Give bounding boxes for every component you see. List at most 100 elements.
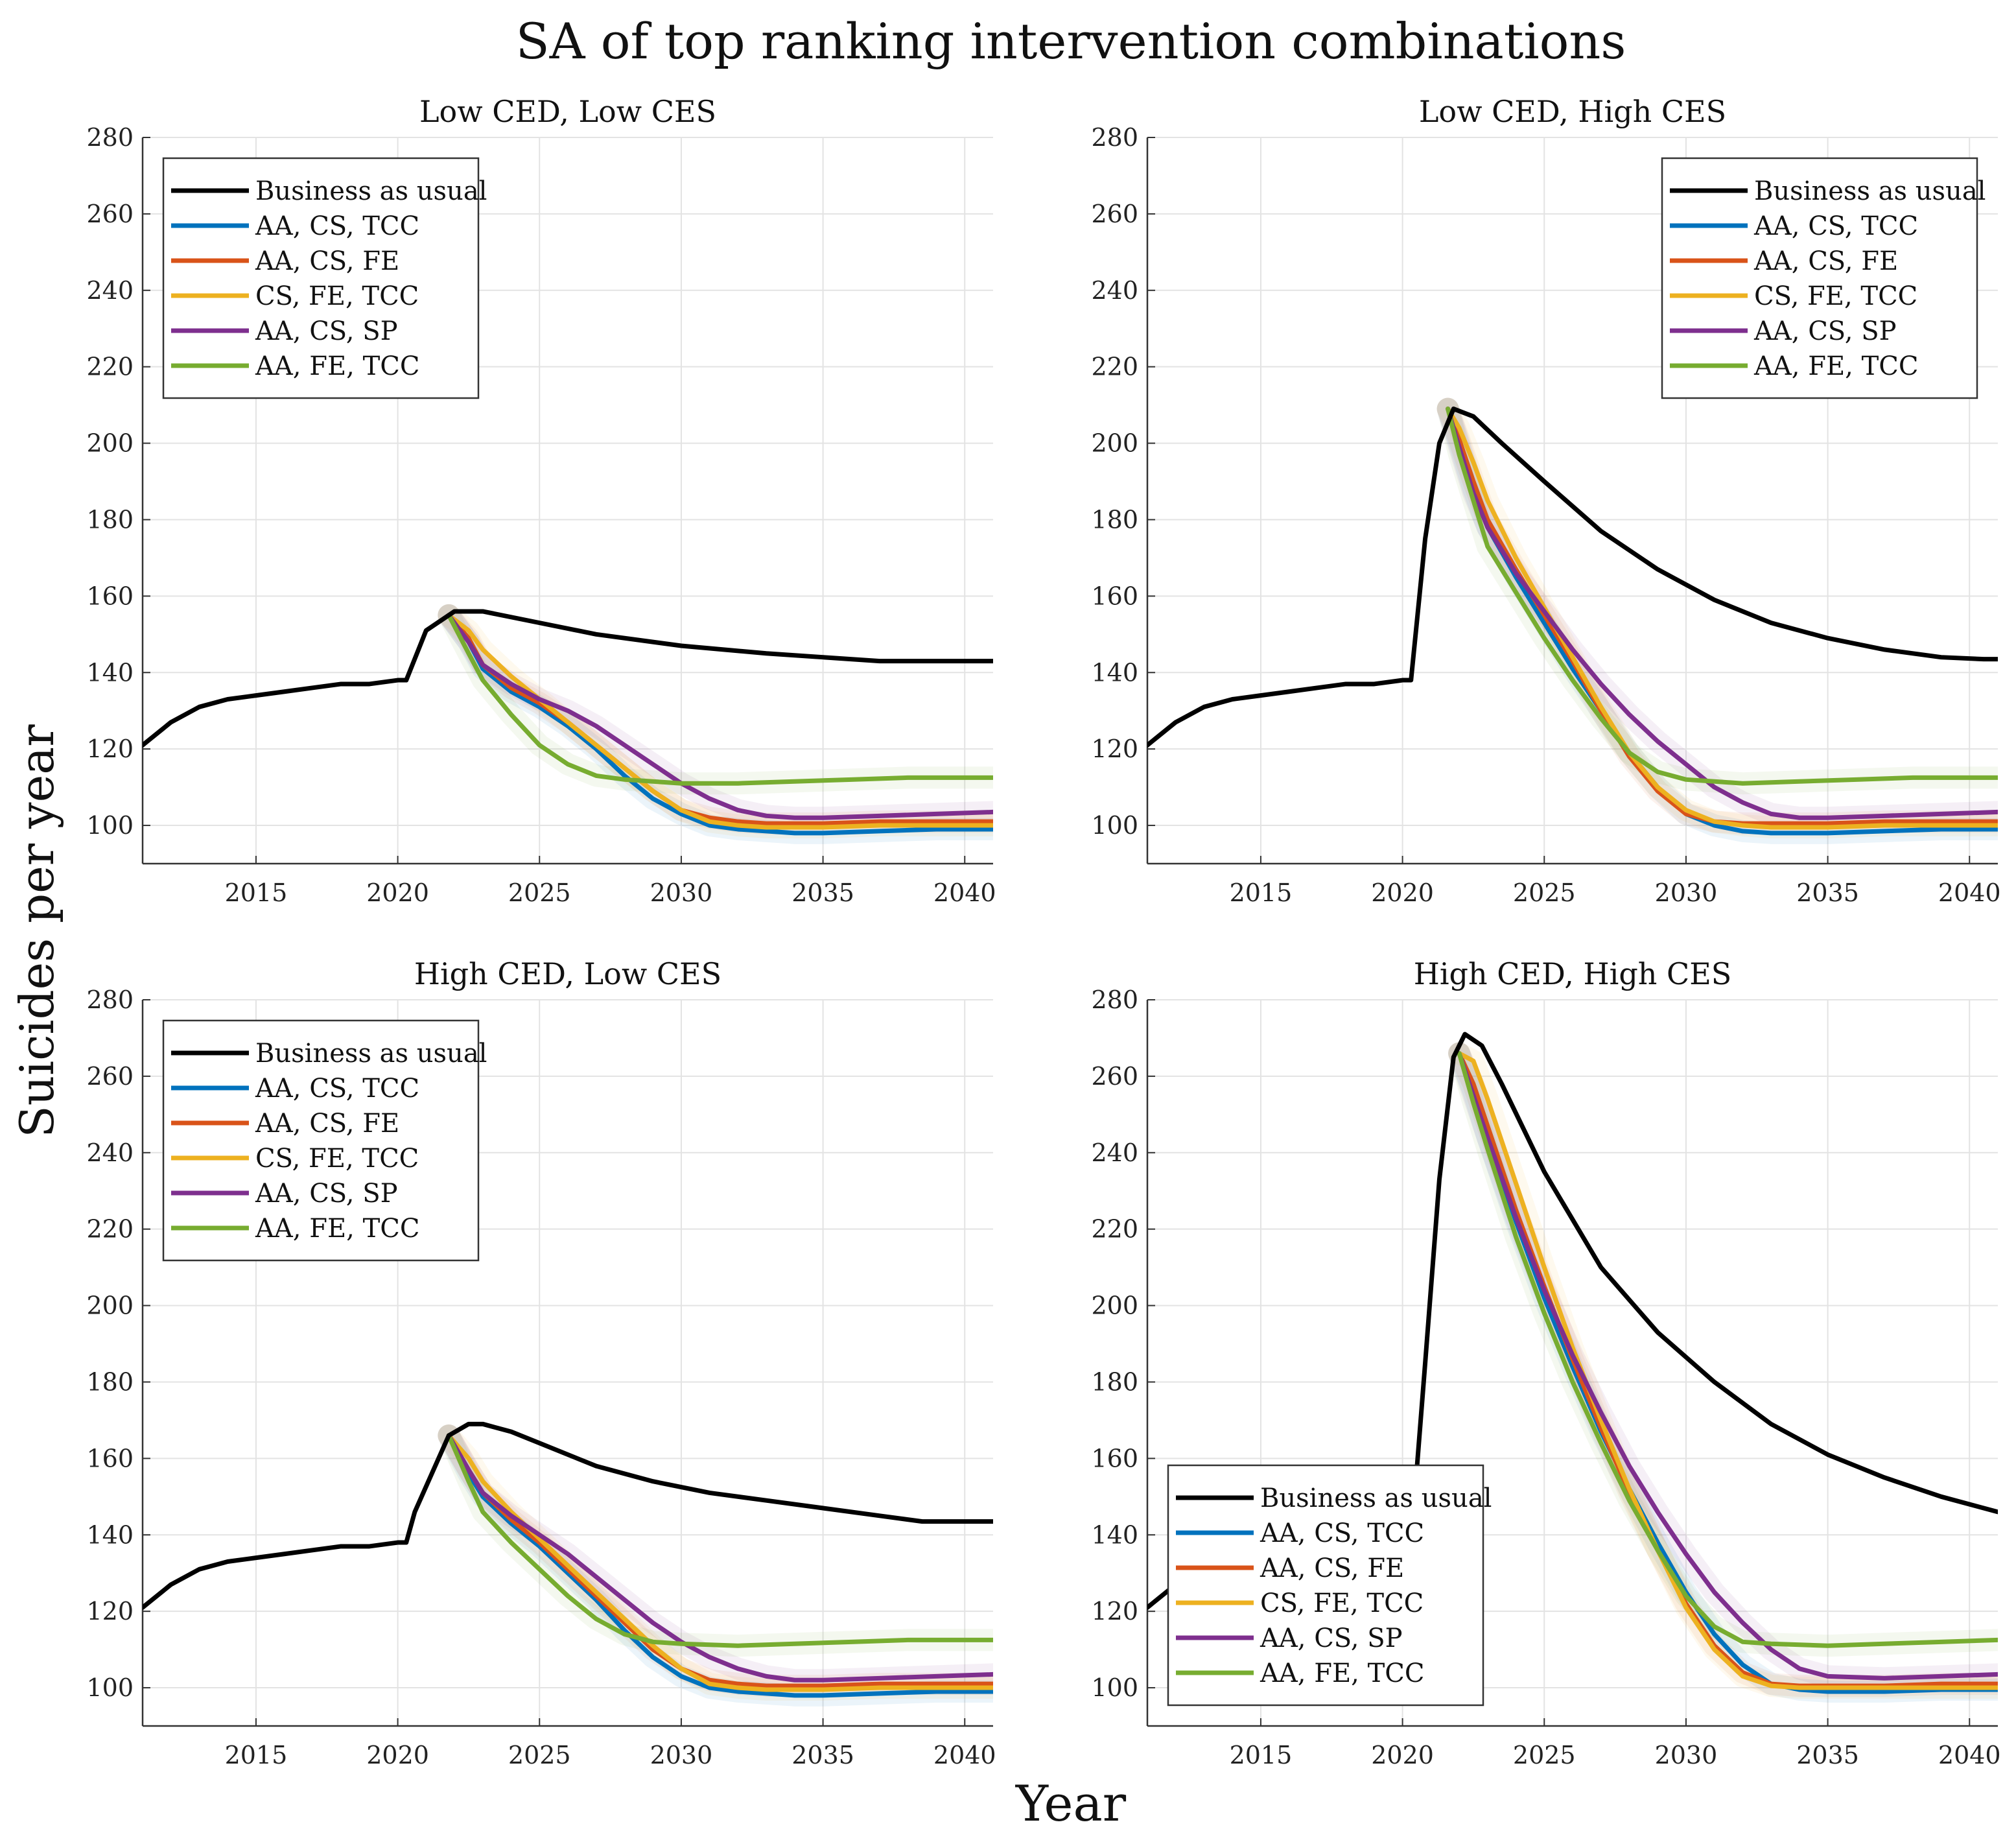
series-line-aa-fe-tcc (1457, 1051, 1998, 1648)
x-tick-label: 2015 (225, 879, 288, 907)
x-tick-label: 2025 (1513, 879, 1576, 907)
subplot-title: Low CED, High CES (1419, 94, 1726, 129)
x-tick-label: 2015 (1230, 879, 1293, 907)
legend-label: AA, CS, TCC (1753, 211, 1918, 241)
x-tick-label: 2040 (933, 879, 996, 907)
y-tick-label: 260 (1091, 1062, 1138, 1091)
plot-area (1147, 397, 1998, 844)
subplot-2: Low CED, High CES 2015 2020 2025 2030 2035 204… (1091, 94, 2000, 907)
series-line-aa-fe-tcc (1446, 407, 1998, 786)
y-tick-label: 120 (86, 735, 134, 763)
y-tick-label: 200 (86, 429, 134, 458)
legend: Business as usual AA, CS, TCC AA, CS, FE CS… (162, 1019, 487, 1262)
legend-label: Business as usual (1754, 176, 1986, 206)
y-tick-label: 260 (1091, 200, 1138, 228)
legend-label: AA, CS, SP (1753, 316, 1897, 346)
y-tick-label: 240 (86, 276, 134, 305)
series-line-aa-fe-tcc (446, 1433, 993, 1648)
x-tick-label: 2035 (1796, 879, 1859, 907)
legend-box (1661, 157, 1978, 399)
legend-box (162, 1019, 480, 1262)
x-tick-label: 2030 (1655, 1741, 1718, 1769)
legend-label: Business as usual (1260, 1483, 1492, 1513)
x-tick-label: 2015 (1230, 1741, 1293, 1769)
y-tick-label: 280 (1091, 986, 1138, 1014)
legend-label: AA, CS, TCC (1260, 1518, 1424, 1548)
legend-label: AA, FE, TCC (1753, 351, 1918, 381)
legend-label: CS, FE, TCC (255, 281, 419, 311)
x-tick-label: 2025 (508, 879, 571, 907)
y-tick-label: 160 (86, 582, 134, 610)
legend-label: AA, CS, SP (1260, 1624, 1403, 1653)
x-tick-label: 2015 (225, 1741, 288, 1769)
series-line-aa-cs-fe (1446, 407, 1998, 826)
legend-label: AA, CS, FE (1260, 1553, 1404, 1583)
legend-label: AA, FE, TCC (1260, 1659, 1424, 1688)
legend-label: AA, CS, FE (255, 1109, 399, 1139)
figure-title: SA of top ranking intervention combinati… (516, 12, 1626, 70)
x-tick-label: 2040 (1938, 879, 2001, 907)
series-line-cs-fe-tcc (446, 1433, 993, 1692)
x-tick-label: 2020 (366, 879, 429, 907)
subplot-title: Low CED, Low CES (419, 94, 716, 129)
y-tick-label: 120 (1091, 735, 1138, 763)
legend-label: Business as usual (255, 1039, 487, 1069)
y-tick-label: 220 (1091, 353, 1138, 381)
series-line-aa-cs-sp (446, 613, 993, 820)
y-tick-label: 100 (86, 1673, 134, 1702)
x-tick-label: 2040 (1938, 1741, 2001, 1769)
legend: Business as usual AA, CS, TCC AA, CS, FE CS… (162, 157, 487, 399)
y-tick-label: 120 (1091, 1597, 1138, 1625)
y-tick-label: 140 (86, 1520, 134, 1549)
x-tick-label: 2025 (1513, 1741, 1576, 1769)
y-tick-label: 240 (1091, 1139, 1138, 1167)
x-tick-label: 2035 (1796, 1741, 1859, 1769)
legend-label: AA, CS, FE (1753, 246, 1898, 276)
y-tick-label: 280 (86, 986, 134, 1014)
subplots: Low CED, Low CES 2015 2020 2025 2030 2035 2040… (86, 94, 2000, 1769)
x-tick-label: 2030 (650, 879, 713, 907)
legend-box (162, 157, 480, 399)
x-tick-label: 2035 (791, 879, 854, 907)
legend-label: AA, FE, TCC (255, 351, 419, 381)
subplot-title: High CED, High CES (1414, 956, 1732, 991)
legend: Business as usual AA, CS, TCC AA, CS, FE CS… (1167, 1464, 1492, 1707)
subplot-1: Low CED, Low CES 2015 2020 2025 2030 2035 2040… (86, 94, 996, 907)
y-tick-label: 140 (1091, 658, 1138, 687)
y-tick-label: 100 (1091, 1673, 1138, 1702)
legend-label: AA, CS, SP (255, 1179, 398, 1209)
series-line-business-as-usual (143, 609, 993, 748)
y-tick-label: 220 (86, 1215, 134, 1244)
series-line-cs-fe-tcc (446, 613, 993, 830)
legend-label: AA, FE, TCC (255, 1214, 419, 1244)
legend-box (1167, 1464, 1484, 1707)
y-tick-label: 100 (86, 811, 134, 840)
legend-label: AA, CS, TCC (255, 1074, 419, 1104)
x-tick-label: 2025 (508, 1741, 571, 1769)
x-tick-label: 2020 (1371, 879, 1434, 907)
y-tick-label: 160 (1091, 1444, 1138, 1472)
y-tick-label: 260 (86, 200, 134, 228)
y-tick-label: 280 (86, 123, 134, 152)
figure-xlabel: Year (1015, 1775, 1127, 1831)
y-tick-label: 280 (1091, 123, 1138, 152)
y-tick-label: 140 (86, 658, 134, 687)
series-line-cs-fe-tcc (1457, 1051, 1998, 1690)
y-tick-label: 220 (1091, 1215, 1138, 1244)
legend-label: CS, FE, TCC (1754, 281, 1917, 311)
series-line-aa-cs-tcc (446, 613, 993, 836)
legend-label: CS, FE, TCC (255, 1144, 419, 1174)
legend-label: AA, CS, SP (255, 316, 398, 346)
series-line-business-as-usual (1147, 407, 1998, 748)
legend-label: AA, CS, TCC (255, 211, 419, 241)
legend-label: CS, FE, TCC (1260, 1589, 1424, 1618)
y-tick-label: 160 (86, 1444, 134, 1472)
x-tick-label: 2040 (933, 1741, 996, 1769)
y-tick-label: 240 (86, 1139, 134, 1167)
plot-area (143, 604, 993, 844)
subplot-4: High CED, High CES 2015 2020 2025 2030 2035 20… (1091, 956, 2000, 1769)
x-tick-label: 2035 (791, 1741, 854, 1769)
y-tick-label: 160 (1091, 582, 1138, 610)
x-tick-label: 2030 (650, 1741, 713, 1769)
